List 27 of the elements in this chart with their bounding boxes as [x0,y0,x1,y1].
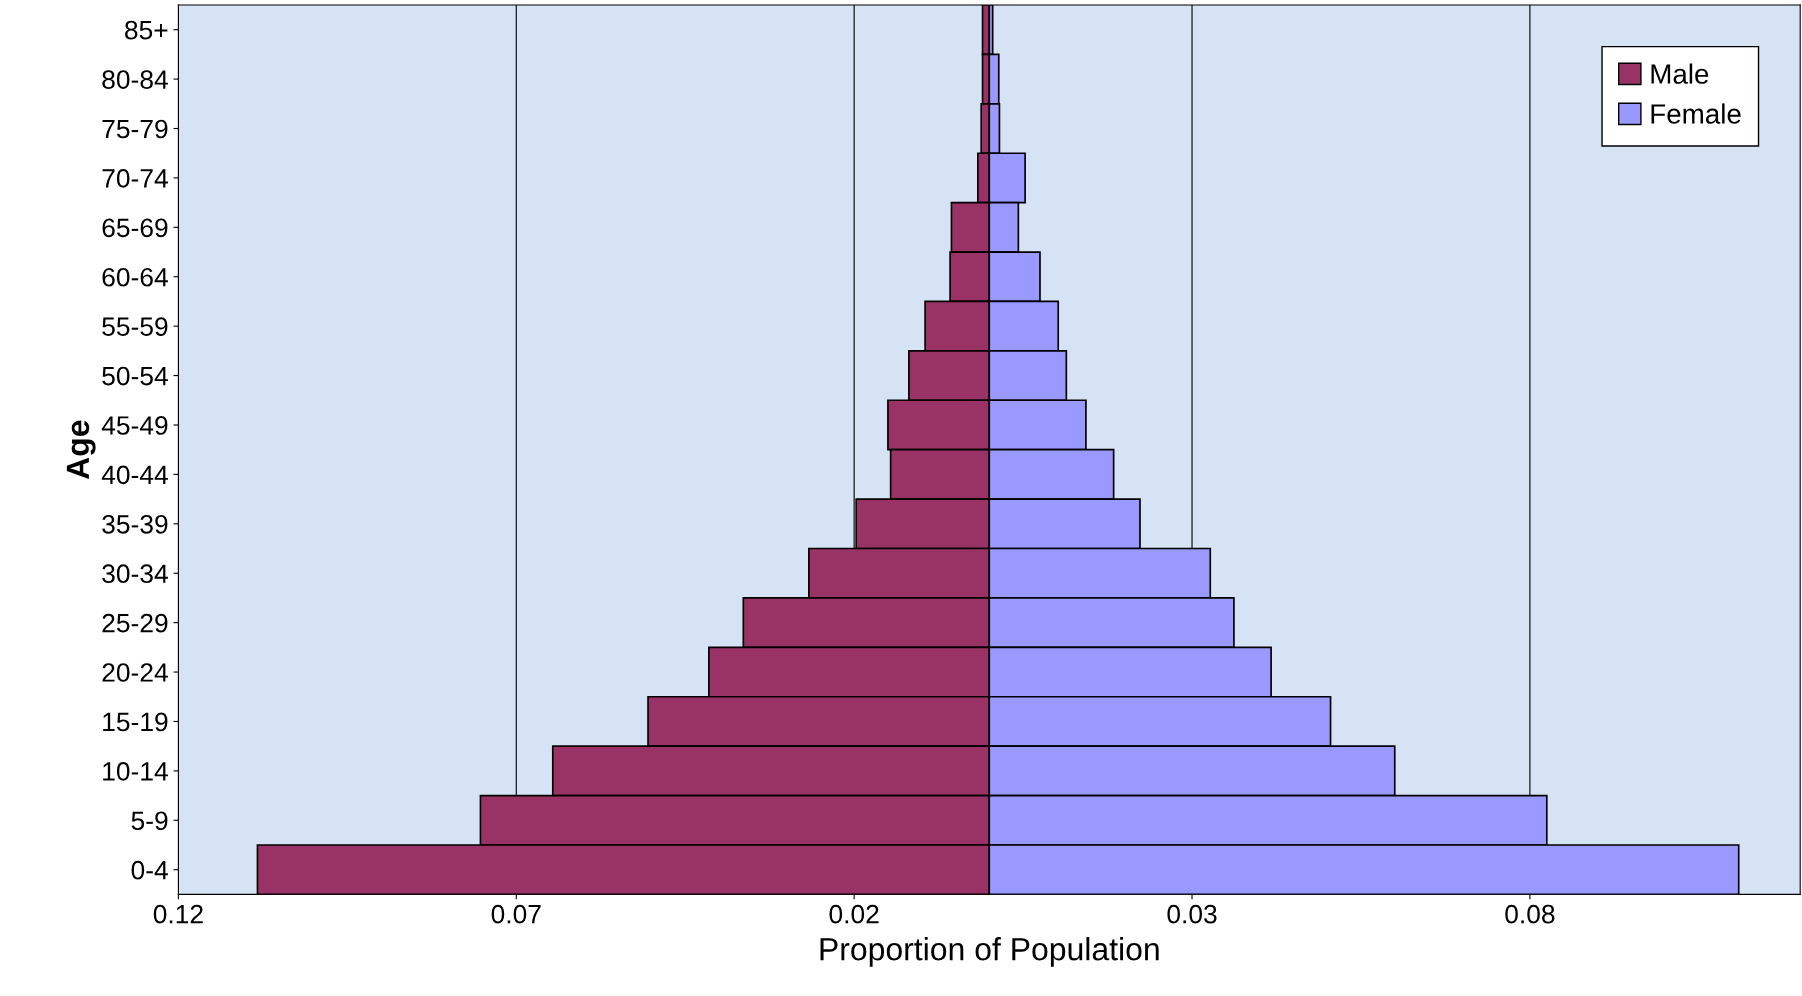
y-tick-label: 20-24 [102,663,168,682]
y-tick-label: 5-9 [131,811,168,831]
y-tick-label: 55-59 [102,317,168,336]
x-tick-label: 0.07 [491,904,541,924]
x-axis-title: Proportion of Population [820,937,1159,967]
y-tick-label: 0-4 [131,860,168,880]
legend-label: Male [1651,63,1709,84]
y-tick-label: 60-64 [102,267,168,287]
y-tick-label: 75-79 [102,119,168,139]
y-tick-label: 35-39 [102,514,168,534]
y-axis-title: Age [66,420,96,480]
x-tick-label: 0.02 [829,904,879,924]
y-tick-label: 85+ [125,20,168,40]
y-tick-label: 10-14 [103,762,168,781]
y-tick-label: 80-84 [102,70,168,89]
y-tick-label: 15-19 [103,712,168,732]
y-tick-label: 45-49 [101,416,168,435]
x-tick-label: 0.08 [1505,904,1555,924]
y-tick-label: 70-74 [102,169,168,188]
y-tick-label: 65-69 [102,218,168,238]
y-tick-label: 25-29 [102,613,168,633]
y-tick-label: 50-54 [102,366,168,386]
legend-label: Female [1651,103,1741,124]
y-tick-label: 40-44 [101,465,168,485]
x-tick-label: 0.03 [1167,904,1217,924]
x-tick-label: 0.12 [153,904,203,924]
y-tick-label: 30-34 [102,564,168,584]
